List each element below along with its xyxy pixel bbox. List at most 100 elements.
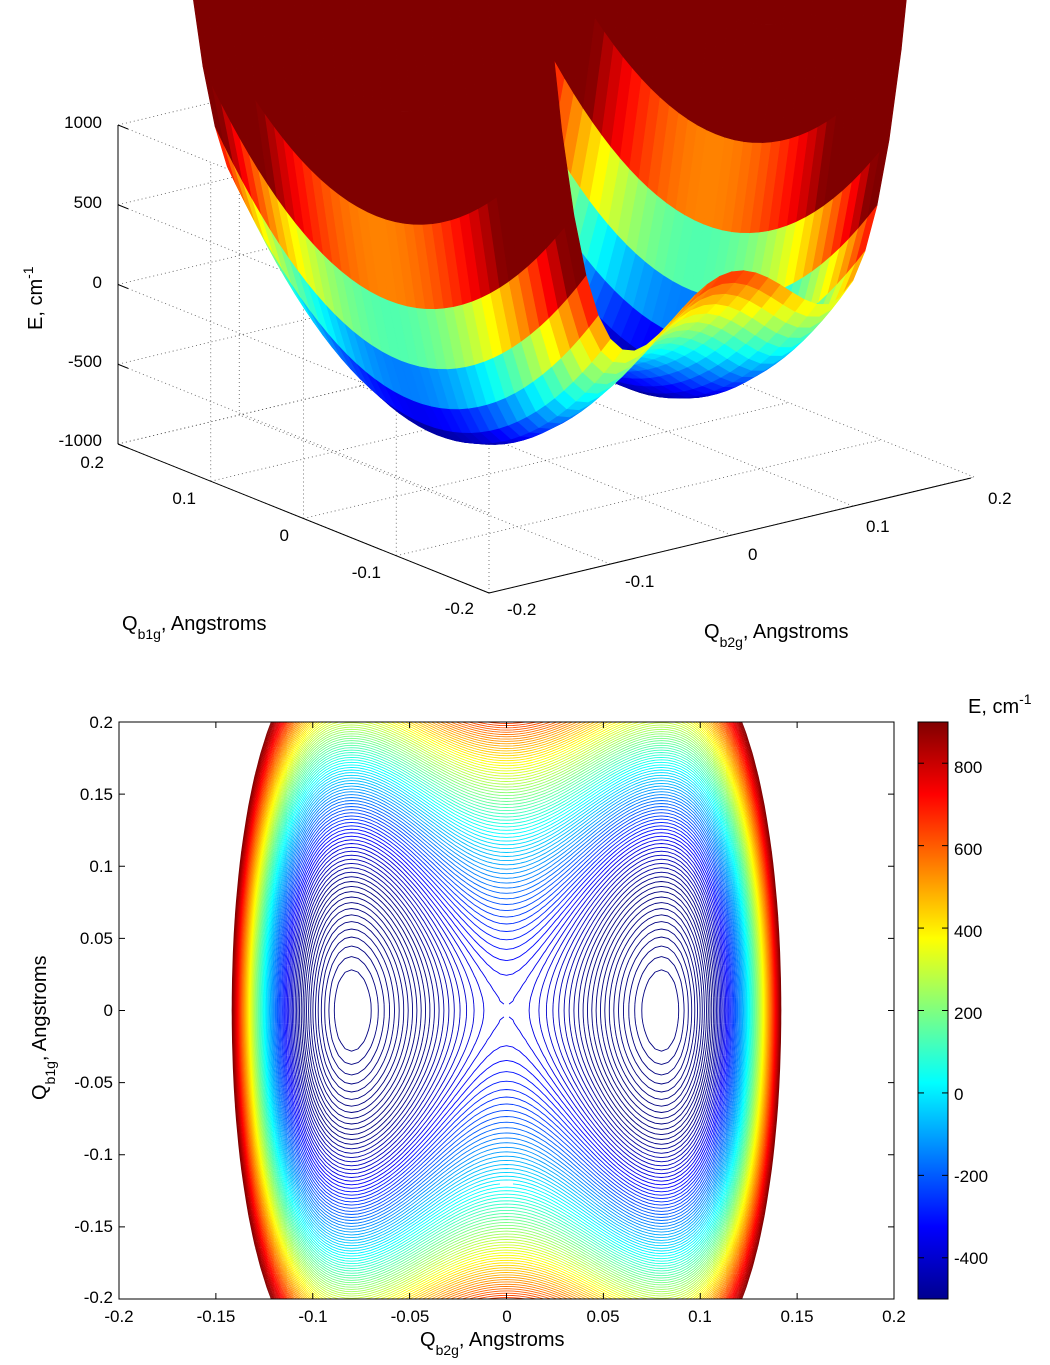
contour-line [254, 731, 759, 1290]
contour-line [271, 788, 742, 1233]
contour-line [324, 945, 689, 1076]
contour-line [302, 885, 711, 1136]
contour-line [243, 721, 770, 1300]
z-tick [117, 363, 129, 369]
contour-line [250, 721, 763, 1300]
contour-line [248, 721, 765, 1300]
contour-line [280, 818, 733, 1203]
contour-line [243, 721, 770, 1300]
surface-patch [268, 0, 282, 38]
contour-line [261, 756, 752, 1265]
contour-line [240, 721, 773, 1300]
x-tick-label: -0.1 [298, 1307, 327, 1326]
z-axis-label: E, cm-1 [20, 266, 47, 330]
colorbar-tick-label: -200 [954, 1167, 988, 1186]
y-tick-label: 0 [104, 1001, 113, 1020]
contour-line [245, 721, 768, 1300]
y-tick-label: -0.05 [74, 1073, 113, 1092]
contour-line [247, 721, 766, 1300]
contour-line [268, 780, 745, 1241]
contour-line [265, 769, 748, 1252]
surface-patch [527, 0, 541, 42]
x-tick-label: 0.15 [780, 1307, 813, 1326]
contour-line [262, 759, 751, 1262]
colorbar-tick-label: 600 [954, 840, 982, 859]
contour-line [246, 721, 767, 1300]
contour-line [241, 721, 772, 1300]
y-tick-label: 0.1 [866, 517, 890, 536]
surface-patch [252, 0, 263, 15]
z-tick-label: -500 [68, 352, 102, 371]
contour-line [242, 721, 771, 1300]
surface-patch [517, 0, 532, 52]
y-tick-label: -0.2 [507, 600, 536, 619]
contour-line [253, 728, 760, 1293]
x-tick-label: 0.1 [688, 1307, 712, 1326]
contour-line [294, 862, 719, 1159]
x-tick-label: -0.2 [104, 1307, 133, 1326]
x-tick-label: 0 [502, 1307, 511, 1326]
surface-mesh [193, 0, 907, 445]
contour-line [259, 749, 754, 1272]
contour-line [320, 936, 693, 1085]
surface-patch [206, 0, 219, 38]
colorbar-tick-label: 200 [954, 1004, 982, 1023]
z-tick-label: 500 [74, 193, 102, 212]
contour-line [239, 721, 774, 1300]
contour-line [333, 969, 680, 1052]
contour-line [246, 721, 767, 1300]
contour-line [245, 721, 768, 1300]
grid-line [396, 439, 882, 557]
surface-chart: 1000 500 0 -500 -1000 E, cm-1 0.2 0.1 0 … [20, 0, 1012, 650]
contour-line [306, 896, 707, 1125]
contour-line [315, 921, 698, 1100]
contour-line [310, 908, 703, 1113]
contour-line [244, 721, 769, 1300]
contour-line [238, 721, 775, 1300]
contour-line [240, 721, 773, 1300]
contour-line [290, 850, 723, 1171]
contour-line [277, 809, 736, 1212]
x-tick-label: 0.2 [882, 1307, 906, 1326]
contour-line [317, 928, 696, 1093]
contour-line [239, 721, 774, 1300]
contour-line [249, 721, 764, 1300]
surface-patch [537, 0, 550, 31]
contour-line [272, 794, 741, 1227]
surface-patch [260, 0, 272, 27]
contour-line [264, 766, 749, 1255]
contour-chart: 0.2 0.15 0.1 0.05 0 -0.05 -0.1 -0.15 -0.… [29, 691, 1032, 1358]
contour-line [288, 843, 725, 1178]
contour-line [300, 881, 713, 1140]
contour-line [242, 721, 771, 1300]
contour-line [231, 721, 782, 1300]
colorbar-tick-label: -400 [954, 1249, 988, 1268]
contour-line [234, 721, 779, 1300]
x-tick-label: 0.2 [80, 453, 104, 472]
y-tick-label: 0.15 [80, 785, 113, 804]
colorbar-tick-label: 800 [954, 758, 982, 777]
contour-line [249, 721, 764, 1300]
colorbar-title: E, cm-1 [968, 691, 1032, 718]
contour-line [267, 774, 746, 1247]
y-tick-label: -0.2 [84, 1288, 113, 1307]
contour-line [285, 835, 728, 1186]
contour-line [289, 846, 724, 1175]
contour-line [278, 812, 735, 1209]
contour-lines [231, 721, 782, 1300]
qb2g-axis-label: Qb2g, Angstroms [704, 621, 849, 650]
contour-line [241, 721, 772, 1300]
contour-line [250, 721, 763, 1300]
x-tick-label: 0.05 [586, 1307, 619, 1326]
colorbar-tick-label: 0 [954, 1085, 963, 1104]
contour-line [252, 724, 761, 1297]
y-tick-label: -0.1 [625, 572, 654, 591]
contour-line [284, 832, 729, 1189]
colorbar-ticks [918, 762, 948, 1259]
x-tick-label: 0 [280, 526, 289, 545]
z-tick-label: 0 [93, 273, 102, 292]
x-axis-line [117, 443, 490, 594]
contour-line [304, 891, 709, 1130]
contour-line [282, 825, 731, 1196]
contour-line [258, 744, 755, 1277]
